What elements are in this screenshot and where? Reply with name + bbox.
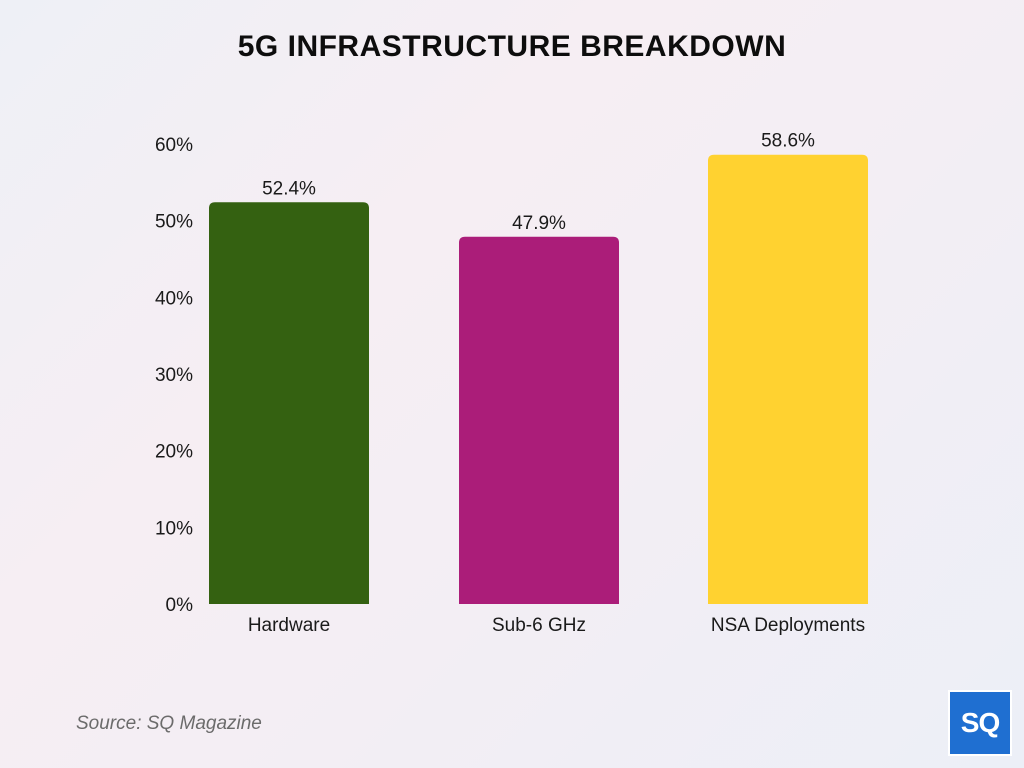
bar-nsa-deployments xyxy=(708,154,868,604)
y-tick-label: 50% xyxy=(155,212,193,233)
bar-value-label: 52.4% xyxy=(262,178,316,199)
category-label: NSA Deployments xyxy=(711,615,865,636)
source-note: Source: SQ Magazine xyxy=(76,713,262,734)
y-tick-label: 10% xyxy=(155,518,193,539)
bar-value-label: 58.6% xyxy=(761,131,815,152)
category-labels: Hardware Sub-6 GHz NSA Deployments xyxy=(248,615,865,636)
bar-sub-6-ghz xyxy=(459,236,619,604)
chart-title: 5G INFRASTRUCTURE BREAKDOWN xyxy=(237,30,787,63)
category-label: Sub-6 GHz xyxy=(492,615,586,636)
y-tick-label: 30% xyxy=(155,365,193,386)
logo-text: SQ xyxy=(960,707,1000,738)
bar-hardware xyxy=(209,202,369,604)
value-labels: 52.4% 47.9% 58.6% xyxy=(262,131,815,234)
y-tick-label: 40% xyxy=(155,288,193,309)
category-label: Hardware xyxy=(248,615,330,636)
y-tick-label: 0% xyxy=(166,595,194,616)
y-tick-label: 60% xyxy=(155,135,193,156)
sq-logo: SQ xyxy=(948,690,1012,756)
y-tick-label: 20% xyxy=(155,442,193,463)
bars xyxy=(209,154,868,604)
bar-value-label: 47.9% xyxy=(512,213,566,234)
y-axis: 0% 10% 20% 30% 40% 50% 60% xyxy=(155,135,193,616)
